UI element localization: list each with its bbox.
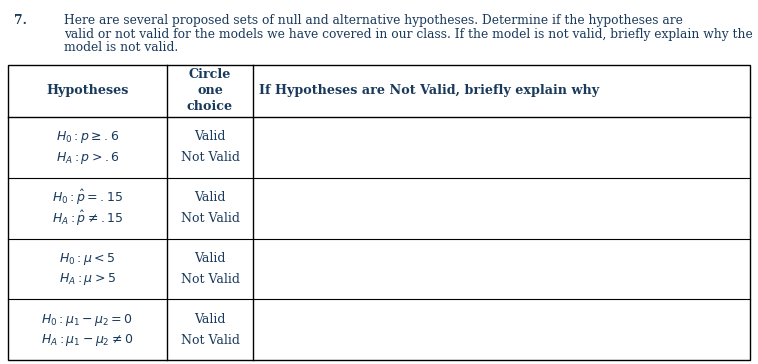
Text: Not Valid: Not Valid (180, 212, 240, 225)
Text: $H_A:\hat{p}\neq.15$: $H_A:\hat{p}\neq.15$ (52, 209, 123, 228)
Text: Not Valid: Not Valid (180, 151, 240, 164)
Text: Valid: Valid (194, 313, 226, 326)
Text: $H_A:\mu_1-\mu_2\neq0$: $H_A:\mu_1-\mu_2\neq0$ (41, 332, 133, 348)
Text: Not Valid: Not Valid (180, 334, 240, 347)
Text: $H_0:p\geq.6$: $H_0:p\geq.6$ (56, 129, 119, 145)
Text: model is not valid.: model is not valid. (64, 41, 179, 55)
Text: $H_A:\mu>5$: $H_A:\mu>5$ (59, 271, 116, 287)
Text: Valid: Valid (194, 252, 226, 265)
Bar (8, 65, 750, 360)
Text: $H_A:p>.6$: $H_A:p>.6$ (55, 150, 119, 166)
Text: $H_0:\mu_1-\mu_2=0$: $H_0:\mu_1-\mu_2=0$ (42, 312, 133, 328)
Text: Not Valid: Not Valid (180, 273, 240, 286)
Text: If Hypotheses are Not Valid, briefly explain why: If Hypotheses are Not Valid, briefly exp… (258, 84, 599, 98)
Text: $H_0:\hat{p}=.15$: $H_0:\hat{p}=.15$ (52, 188, 123, 207)
Text: valid or not valid for the models we have covered in our class. If the model is : valid or not valid for the models we hav… (64, 28, 753, 41)
Text: Valid: Valid (194, 130, 226, 143)
Text: 7.: 7. (14, 14, 27, 27)
Text: Circle
one
choice: Circle one choice (187, 68, 233, 114)
Text: Valid: Valid (194, 191, 226, 204)
Text: Hypotheses: Hypotheses (46, 84, 129, 98)
Text: Here are several proposed sets of null and alternative hypotheses. Determine if : Here are several proposed sets of null a… (64, 14, 683, 27)
Text: $H_0:\mu<5$: $H_0:\mu<5$ (59, 251, 116, 267)
